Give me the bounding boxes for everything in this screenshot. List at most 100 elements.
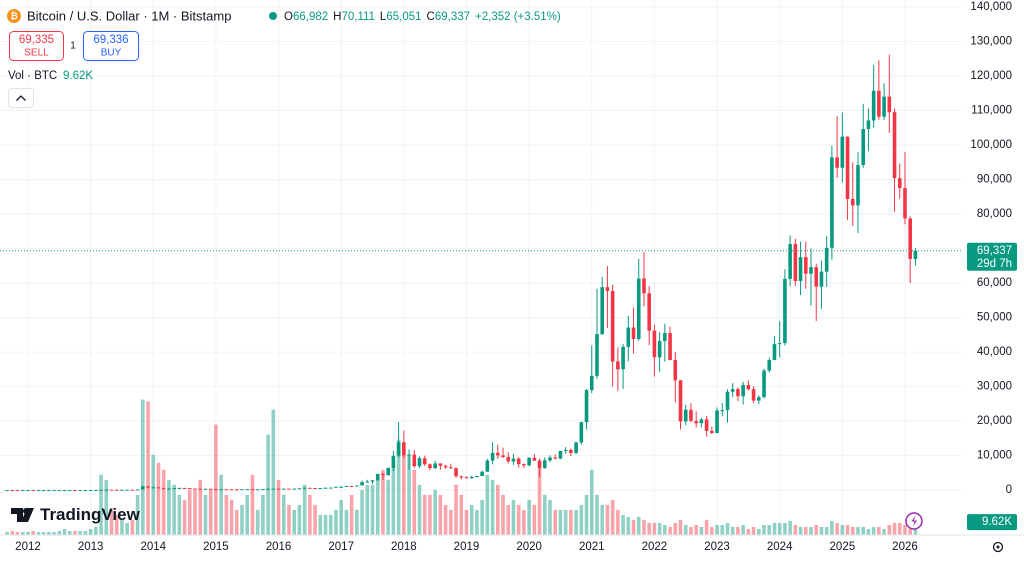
sell-button[interactable]	[9, 31, 64, 61]
y-tick-label: 130,000	[970, 35, 1012, 47]
candle-body	[803, 257, 808, 274]
candle-body	[814, 267, 819, 287]
ohlc-key: C	[427, 11, 435, 23]
volume-bar	[94, 526, 98, 535]
buy-button[interactable]	[83, 31, 139, 61]
volume-bar	[506, 504, 511, 535]
volume-bar	[276, 479, 281, 535]
volume-bar	[360, 489, 364, 535]
candle-body	[454, 468, 458, 477]
quantity[interactable]: 1	[70, 41, 76, 52]
candle-body	[595, 334, 599, 376]
price-pane	[0, 54, 962, 492]
candle-body	[125, 489, 129, 491]
volume-bar	[845, 524, 850, 535]
volume-bar	[318, 514, 323, 535]
volume-bar	[266, 434, 270, 535]
candle-body	[542, 460, 547, 468]
volume-bar	[167, 479, 171, 535]
volume-bar	[490, 479, 495, 535]
volume-last-box	[967, 514, 1017, 531]
volume-bar	[866, 528, 871, 535]
candle-body	[840, 136, 845, 168]
candle-body	[73, 490, 77, 492]
volume-bar	[417, 484, 422, 535]
candle-body	[835, 157, 839, 168]
candle-body	[908, 218, 912, 259]
candle-body	[605, 287, 610, 291]
candle-body	[647, 293, 651, 331]
candle-body	[882, 96, 886, 117]
candle-body	[715, 410, 719, 434]
candle-body	[809, 267, 813, 274]
candle-body	[861, 129, 866, 165]
volume-bar	[569, 509, 573, 535]
candle-body	[569, 449, 573, 453]
candle-body	[62, 490, 67, 492]
volume-bar	[522, 509, 526, 535]
candle-body	[673, 360, 678, 381]
y-tick-label: 120,000	[970, 70, 1012, 82]
candle-body	[281, 488, 286, 490]
volume-bar	[475, 509, 479, 535]
x-tick-label: 2015	[203, 541, 229, 553]
x-tick-label: 2026	[892, 541, 918, 553]
volume-bar	[375, 474, 380, 535]
last-price-label: 69,337	[977, 245, 1012, 257]
y-tick-label: 40,000	[977, 346, 1012, 358]
candle-body	[553, 457, 558, 459]
y-tick-label: 20,000	[977, 415, 1012, 427]
candle-body	[328, 487, 333, 489]
candle-body	[642, 278, 646, 294]
volume-bar	[62, 528, 67, 535]
candle-body	[845, 136, 850, 199]
volume-bar	[15, 531, 20, 535]
candle-body	[887, 96, 892, 113]
candle-body	[120, 489, 124, 491]
volume-bar	[579, 504, 584, 535]
candle-body	[396, 442, 401, 456]
candle-body	[877, 90, 881, 117]
x-tick-label: 2017	[328, 541, 354, 553]
settings-icon[interactable]	[992, 541, 1004, 553]
volume-bar	[882, 528, 886, 535]
x-tick-label: 2013	[78, 541, 104, 553]
volume-bar	[198, 479, 203, 535]
brand-name: TradingView	[40, 505, 141, 524]
volume-bar	[344, 509, 349, 535]
volume-bar	[605, 504, 610, 535]
candle-body	[381, 473, 385, 476]
volume-bar	[704, 519, 709, 535]
brand-logo-dot	[23, 508, 29, 514]
volume-bar	[788, 520, 792, 535]
candle-body	[584, 390, 589, 423]
volume-bar	[302, 484, 307, 535]
volume-bar	[897, 522, 902, 535]
volume-bar	[657, 522, 662, 535]
volume-bar	[516, 504, 521, 535]
volume-bar	[104, 479, 109, 535]
collapse-button[interactable]	[8, 88, 34, 108]
coin-icon	[7, 9, 21, 23]
candle-body	[522, 464, 526, 466]
candle-body	[151, 487, 156, 489]
candle-body	[626, 327, 631, 347]
volume-bar	[595, 494, 599, 535]
candle-body	[271, 488, 276, 490]
volume-bar	[172, 484, 176, 535]
candle-body	[621, 346, 625, 370]
candle-body	[903, 188, 907, 219]
candle-body	[114, 489, 119, 491]
candle-body	[360, 482, 364, 486]
settings-icon-center	[996, 545, 1000, 549]
volume-bar	[725, 522, 730, 535]
candle-body	[600, 287, 605, 335]
candle-body	[57, 490, 62, 492]
x-tick-label: 2025	[830, 541, 856, 553]
candle-body	[407, 454, 411, 456]
candle-body	[219, 489, 223, 491]
symbol-title[interactable]: Bitcoin / U.S. Dollar · 1M · Bitstamp	[27, 8, 231, 23]
candle-body	[579, 422, 584, 443]
volume-bar	[683, 524, 688, 535]
